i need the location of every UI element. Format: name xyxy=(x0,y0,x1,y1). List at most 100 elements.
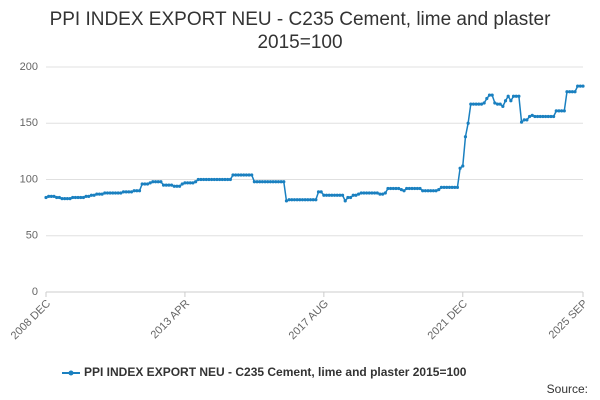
point xyxy=(196,177,200,182)
point xyxy=(89,193,94,197)
point xyxy=(340,193,345,197)
point xyxy=(303,198,307,202)
point xyxy=(236,173,240,177)
point xyxy=(71,195,75,200)
point xyxy=(397,186,401,191)
point xyxy=(552,114,556,119)
y-tick-label: 200 xyxy=(20,61,38,73)
point xyxy=(65,197,69,201)
point xyxy=(279,180,283,184)
point xyxy=(177,184,182,188)
point xyxy=(506,94,510,98)
point xyxy=(202,177,206,182)
point xyxy=(159,180,163,184)
point xyxy=(258,180,262,184)
point xyxy=(343,199,347,203)
point xyxy=(97,192,102,196)
point xyxy=(541,114,545,119)
point xyxy=(370,191,374,195)
point xyxy=(215,177,219,182)
point xyxy=(503,99,508,103)
point xyxy=(423,189,427,193)
point xyxy=(364,191,369,195)
x-tick-label: 2008 DEC xyxy=(9,298,53,342)
point xyxy=(116,191,120,195)
point xyxy=(479,102,484,106)
point xyxy=(490,93,494,97)
point xyxy=(247,173,251,177)
point xyxy=(527,114,532,119)
legend-marker xyxy=(68,370,74,376)
point xyxy=(191,181,195,185)
point xyxy=(276,180,281,184)
point xyxy=(263,180,267,184)
point xyxy=(568,90,572,94)
point xyxy=(308,198,313,202)
point xyxy=(477,102,481,106)
point xyxy=(311,198,315,202)
point xyxy=(145,182,150,186)
point xyxy=(474,102,478,106)
point xyxy=(127,190,131,194)
point xyxy=(129,190,134,194)
point xyxy=(554,109,558,113)
point xyxy=(63,197,67,201)
point xyxy=(413,186,417,191)
point xyxy=(517,94,521,98)
point xyxy=(525,118,529,122)
point xyxy=(49,194,53,198)
point xyxy=(242,173,246,177)
point xyxy=(338,193,342,197)
point xyxy=(113,191,118,195)
point xyxy=(105,191,110,195)
point xyxy=(250,173,254,177)
point xyxy=(410,186,414,191)
point xyxy=(381,192,385,196)
point xyxy=(442,185,446,189)
point xyxy=(335,193,339,197)
point xyxy=(573,90,577,94)
point xyxy=(234,173,238,177)
point xyxy=(47,194,51,198)
point xyxy=(103,191,107,195)
point xyxy=(445,185,449,189)
point xyxy=(199,177,203,182)
point xyxy=(367,191,371,195)
source-label: Source: xyxy=(547,382,588,396)
point xyxy=(319,190,323,194)
point xyxy=(68,197,72,201)
point xyxy=(95,192,99,196)
point xyxy=(471,102,476,106)
point xyxy=(73,195,77,200)
point xyxy=(399,188,403,192)
point xyxy=(151,180,155,184)
point xyxy=(295,198,299,202)
point xyxy=(252,180,256,184)
point xyxy=(461,164,465,168)
point xyxy=(576,84,580,88)
point xyxy=(348,195,353,200)
point xyxy=(194,180,198,184)
point xyxy=(359,191,363,195)
point xyxy=(292,198,297,202)
point xyxy=(434,189,438,193)
series-line xyxy=(45,85,583,203)
point xyxy=(549,114,553,119)
point xyxy=(226,177,230,182)
point xyxy=(244,173,248,177)
point xyxy=(421,189,425,193)
point xyxy=(426,189,430,193)
point xyxy=(108,191,112,195)
point xyxy=(298,198,302,202)
point xyxy=(546,114,550,119)
point xyxy=(455,185,460,189)
point xyxy=(466,121,470,125)
y-tick-label: 50 xyxy=(26,230,38,242)
legend-label: PPI INDEX EXPORT NEU - C235 Cement, lime… xyxy=(84,365,467,379)
y-tick-label: 150 xyxy=(20,117,38,129)
point xyxy=(266,180,270,184)
point xyxy=(143,182,147,186)
point xyxy=(543,114,548,119)
point xyxy=(44,195,48,200)
